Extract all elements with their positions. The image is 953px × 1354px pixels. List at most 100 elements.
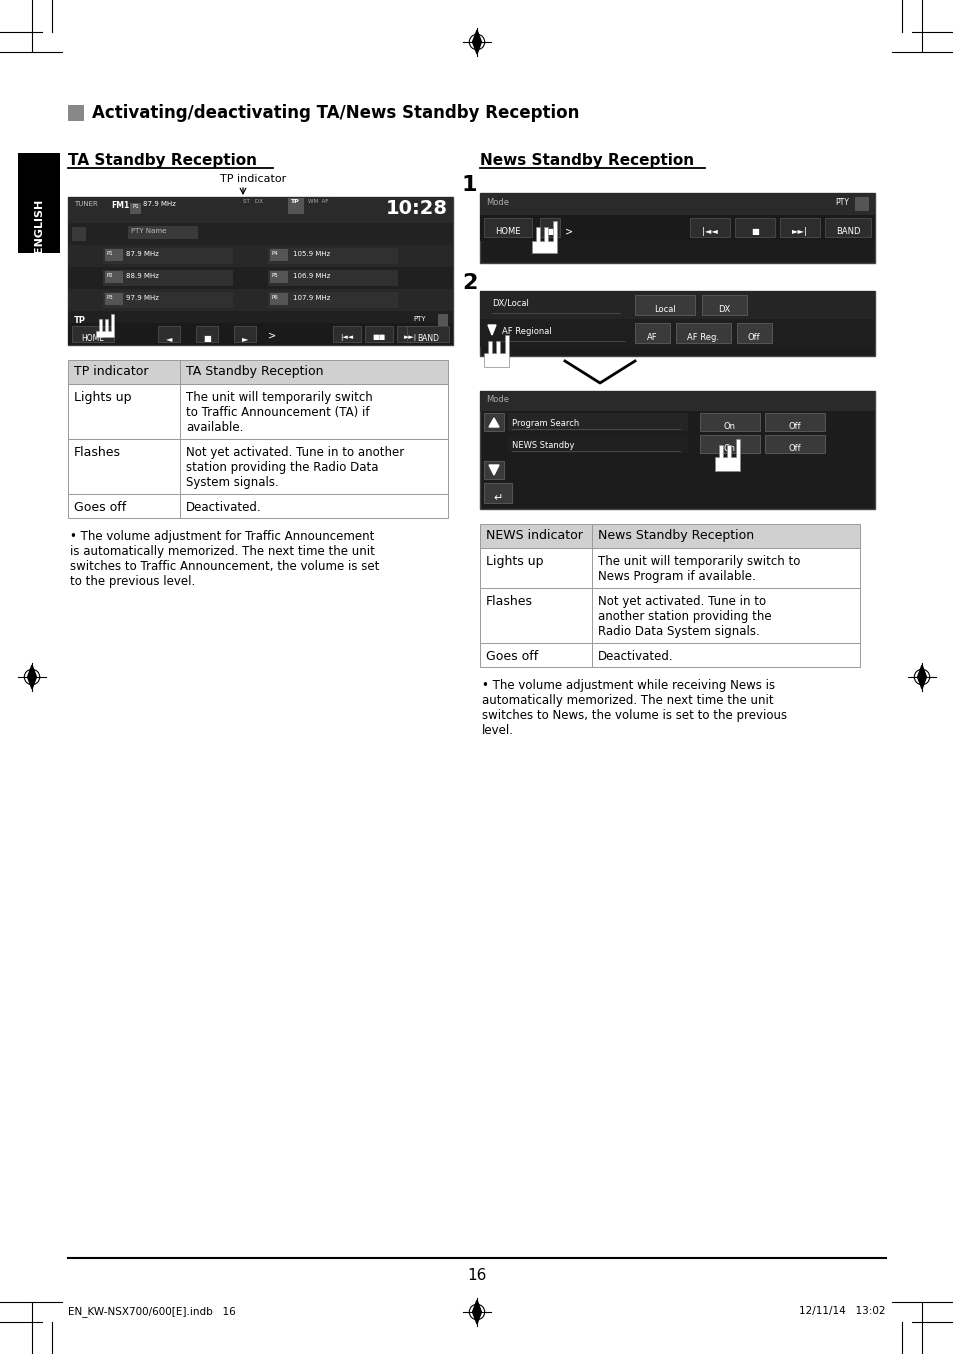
- Bar: [18, 153, 60, 253]
- Text: HOME: HOME: [495, 227, 520, 236]
- Bar: [68, 288, 453, 311]
- Bar: [270, 271, 288, 283]
- Bar: [734, 218, 774, 237]
- Text: >: >: [268, 330, 275, 341]
- Text: The unit will temporarily switch to
News Program if available.: The unit will temporarily switch to News…: [598, 555, 800, 584]
- Text: 12/11/14   13:02: 12/11/14 13:02: [799, 1307, 885, 1316]
- Text: TUNER: TUNER: [74, 200, 97, 207]
- Text: 1: 1: [461, 175, 477, 195]
- Bar: [68, 324, 453, 345]
- Text: 10:28: 10:28: [386, 199, 448, 218]
- Text: P6: P6: [272, 295, 278, 301]
- Bar: [479, 194, 874, 263]
- Bar: [68, 360, 448, 385]
- Text: P4: P4: [272, 250, 278, 256]
- Text: 87.9 MHz: 87.9 MHz: [143, 200, 175, 207]
- Bar: [700, 435, 760, 454]
- Text: TA Standby Reception: TA Standby Reception: [68, 153, 256, 168]
- Bar: [105, 249, 123, 261]
- Text: TP: TP: [290, 199, 298, 204]
- Text: AF Reg.: AF Reg.: [686, 333, 719, 343]
- Bar: [507, 413, 687, 431]
- Text: Goes off: Goes off: [74, 501, 126, 515]
- Bar: [105, 271, 123, 283]
- Bar: [130, 203, 141, 214]
- Text: ►►|: ►►|: [791, 227, 807, 236]
- Bar: [479, 548, 859, 588]
- Bar: [365, 326, 393, 343]
- Bar: [103, 269, 233, 286]
- Text: 107.9 MHz: 107.9 MHz: [293, 295, 330, 301]
- Bar: [103, 292, 233, 307]
- Bar: [737, 324, 771, 343]
- Text: ■■: ■■: [372, 334, 385, 340]
- Text: ENGLISH: ENGLISH: [34, 199, 44, 253]
- Text: P1: P1: [132, 204, 139, 209]
- Text: P1: P1: [107, 250, 113, 256]
- Bar: [105, 292, 123, 305]
- Polygon shape: [96, 314, 113, 337]
- Polygon shape: [472, 1300, 481, 1324]
- Polygon shape: [489, 464, 498, 475]
- Text: TP indicator: TP indicator: [220, 175, 286, 184]
- Polygon shape: [28, 665, 36, 689]
- Text: 105.9 MHz: 105.9 MHz: [293, 250, 330, 257]
- Text: AF Regional: AF Regional: [501, 328, 551, 336]
- Bar: [479, 524, 859, 548]
- Text: NEWS Standby: NEWS Standby: [512, 441, 574, 450]
- Bar: [479, 391, 874, 412]
- Bar: [270, 249, 288, 261]
- Bar: [333, 326, 360, 343]
- Bar: [68, 196, 453, 223]
- Bar: [700, 413, 760, 431]
- Bar: [764, 413, 824, 431]
- Text: WM  AF: WM AF: [308, 199, 328, 204]
- Text: Deactivated.: Deactivated.: [598, 650, 673, 663]
- Text: 106.9 MHz: 106.9 MHz: [293, 274, 330, 279]
- Text: NEWS indicator: NEWS indicator: [485, 529, 582, 542]
- Bar: [288, 198, 304, 214]
- Bar: [483, 413, 503, 431]
- Text: News Standby Reception: News Standby Reception: [479, 153, 694, 168]
- Bar: [539, 218, 559, 237]
- Bar: [479, 291, 874, 356]
- Bar: [268, 292, 397, 307]
- Text: 97.9 MHz: 97.9 MHz: [126, 295, 159, 301]
- Text: DX: DX: [717, 305, 729, 314]
- Text: Not yet activated. Tune in to
another station providing the
Radio Data System si: Not yet activated. Tune in to another st…: [598, 594, 771, 638]
- Text: Local: Local: [654, 305, 675, 314]
- Text: TP indicator: TP indicator: [74, 366, 149, 378]
- Bar: [780, 218, 820, 237]
- Text: ST   DX: ST DX: [243, 199, 263, 204]
- Text: AF: AF: [646, 333, 657, 343]
- Text: Deactivated.: Deactivated.: [186, 501, 261, 515]
- Text: TA Standby Reception: TA Standby Reception: [186, 366, 323, 378]
- Bar: [676, 324, 730, 343]
- Bar: [479, 291, 874, 320]
- Text: 2: 2: [461, 274, 476, 292]
- Text: Off: Off: [788, 444, 801, 454]
- Bar: [103, 248, 233, 264]
- Bar: [268, 269, 397, 286]
- Text: Program Search: Program Search: [512, 418, 578, 428]
- Text: PTY: PTY: [834, 198, 848, 207]
- Text: • The volume adjustment for Traffic Announcement
is automatically memorized. The: • The volume adjustment for Traffic Anno…: [70, 529, 379, 588]
- Polygon shape: [917, 665, 925, 689]
- Text: 88.9 MHz: 88.9 MHz: [126, 274, 159, 279]
- Bar: [483, 218, 532, 237]
- Bar: [68, 311, 453, 333]
- Bar: [396, 326, 424, 343]
- Polygon shape: [532, 221, 557, 253]
- Text: EN_KW-NSX700/600[E].indb   16: EN_KW-NSX700/600[E].indb 16: [68, 1307, 235, 1317]
- Bar: [507, 435, 687, 454]
- Text: PTY: PTY: [413, 315, 425, 322]
- Text: ■: ■: [545, 227, 554, 236]
- Bar: [71, 326, 113, 343]
- Text: • The volume adjustment while receiving News is
automatically memorized. The nex: • The volume adjustment while receiving …: [481, 678, 786, 737]
- Text: Not yet activated. Tune in to another
station providing the Radio Data
System si: Not yet activated. Tune in to another st…: [186, 445, 404, 489]
- Bar: [268, 248, 397, 264]
- Text: PTY Name: PTY Name: [131, 227, 166, 234]
- Bar: [701, 295, 746, 315]
- Text: P5: P5: [272, 274, 278, 278]
- Bar: [71, 227, 86, 241]
